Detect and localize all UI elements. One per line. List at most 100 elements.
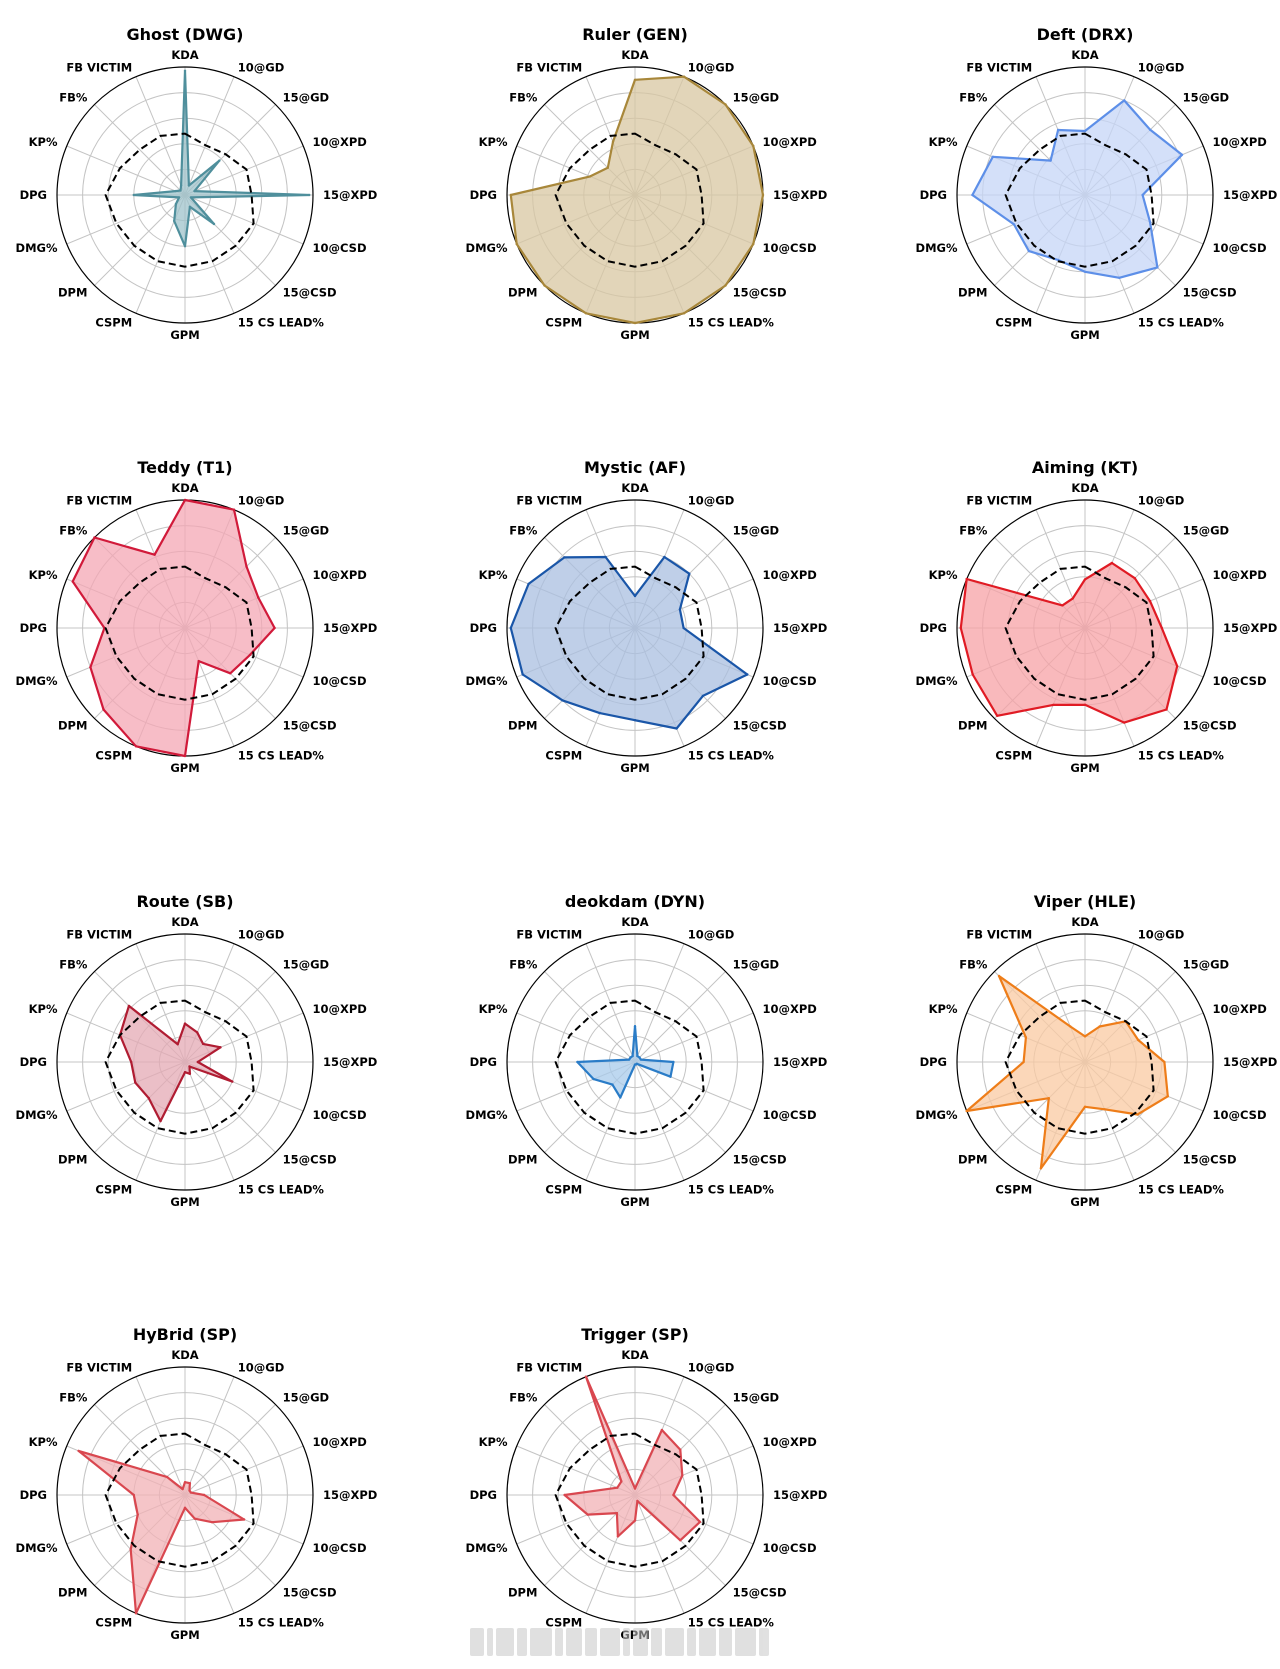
axis-label: DPM bbox=[58, 1153, 87, 1167]
series-point bbox=[1012, 223, 1016, 226]
grid-spoke bbox=[94, 194, 186, 286]
series-point bbox=[188, 1482, 192, 1485]
series-point bbox=[193, 1517, 196, 1520]
series-point bbox=[1071, 597, 1075, 600]
axis-label: 10@CSD bbox=[313, 1541, 367, 1555]
axis-label: 10@GD bbox=[688, 61, 735, 75]
axis-label: 15@CSD bbox=[283, 286, 337, 300]
series-point bbox=[1110, 561, 1114, 565]
axis-label: GPM bbox=[620, 761, 649, 775]
series-point bbox=[660, 1428, 664, 1432]
axis-label: 15@GD bbox=[283, 90, 330, 104]
axis-label: KDA bbox=[171, 48, 198, 62]
series-point bbox=[232, 508, 236, 511]
series-point bbox=[611, 1083, 614, 1086]
series-point bbox=[611, 140, 615, 143]
series-point bbox=[136, 1513, 139, 1516]
axis-label: FB VICTIM bbox=[66, 1361, 132, 1375]
radar-frame bbox=[56, 933, 314, 1191]
axis-label: GPM bbox=[170, 1628, 199, 1642]
axis-label: FB VICTIM bbox=[516, 928, 582, 942]
axis-label: DPG bbox=[920, 621, 947, 635]
series-point bbox=[959, 626, 962, 630]
axis-label: 10@CSD bbox=[763, 1108, 817, 1122]
chart-title: Aiming (KT) bbox=[1032, 458, 1138, 477]
series-point bbox=[1039, 1167, 1043, 1170]
radar-frame bbox=[506, 933, 764, 1191]
grid-spoke bbox=[634, 943, 685, 1063]
axis-label: FB% bbox=[509, 523, 538, 537]
series-point bbox=[633, 719, 637, 722]
radar-chart: KDA 10@GD 15@GD 10@XPD 15@XPD 10@CSD 15@CSD 15 … bbox=[916, 458, 1278, 775]
axis-label: 15@GD bbox=[283, 523, 330, 537]
series-point bbox=[996, 714, 999, 717]
axis-label: 10@XPD bbox=[313, 1435, 367, 1449]
axis-label: KP% bbox=[929, 568, 958, 582]
axis-label: 15@GD bbox=[283, 957, 330, 971]
radar-chart: KDA 10@GD 15@GD 10@XPD 15@XPD 10@CSD 15@CSD 15 … bbox=[466, 458, 828, 775]
series-point bbox=[752, 144, 755, 148]
series-point bbox=[616, 1486, 619, 1489]
series-point bbox=[242, 1518, 246, 1521]
series-point bbox=[663, 555, 666, 559]
series-point bbox=[620, 1480, 623, 1483]
grid-spoke bbox=[184, 1445, 304, 1496]
series-point bbox=[636, 1499, 639, 1503]
series-point bbox=[134, 745, 138, 748]
axis-label: 10@GD bbox=[238, 928, 284, 942]
series-point bbox=[176, 1043, 179, 1046]
grid-spoke bbox=[516, 1012, 636, 1063]
series-point bbox=[179, 189, 182, 192]
radar-frame bbox=[956, 499, 1214, 757]
series-point bbox=[183, 1506, 187, 1510]
average-line bbox=[554, 132, 705, 268]
series-point bbox=[188, 1072, 192, 1076]
axis-label: DPG bbox=[20, 1488, 47, 1502]
series-point bbox=[189, 196, 193, 199]
series-point bbox=[1160, 626, 1164, 630]
series-point bbox=[1141, 193, 1144, 197]
series-area bbox=[77, 1449, 246, 1615]
series-point bbox=[1137, 1038, 1140, 1042]
axis-label: GPM bbox=[170, 328, 199, 342]
series-point bbox=[515, 242, 518, 246]
axis-label: FB VICTIM bbox=[516, 494, 582, 508]
series-point bbox=[1123, 99, 1126, 102]
axis-label: FB% bbox=[959, 90, 988, 104]
axis-label: 10@CSD bbox=[313, 1108, 367, 1122]
axis-label: 10@CSD bbox=[763, 1541, 817, 1555]
axis-label: 10@XPD bbox=[763, 135, 817, 149]
series-point bbox=[971, 673, 974, 676]
axis-label: CSPM bbox=[995, 749, 1032, 763]
axis-label: 10@GD bbox=[688, 494, 735, 508]
axis-label: CSPM bbox=[95, 1616, 132, 1630]
axis-label: DPG bbox=[20, 1055, 47, 1069]
series-point bbox=[682, 312, 686, 315]
series-point bbox=[1133, 577, 1137, 580]
series-point bbox=[188, 1065, 191, 1068]
chart-title: Trigger (SP) bbox=[581, 1325, 689, 1344]
axis-label: FB% bbox=[59, 957, 88, 971]
series-point bbox=[615, 1511, 619, 1515]
axis-label: DPG bbox=[470, 1488, 497, 1502]
series-point bbox=[183, 1481, 187, 1484]
axis-label: DPG bbox=[920, 1055, 947, 1069]
series-point bbox=[629, 1056, 632, 1059]
series-point bbox=[132, 1493, 135, 1497]
axis-label: FB VICTIM bbox=[516, 61, 582, 75]
series-point bbox=[616, 1535, 620, 1538]
chart-title: Mystic (AF) bbox=[584, 458, 686, 477]
series-point bbox=[211, 1521, 214, 1524]
axis-label: 15 CS LEAD% bbox=[238, 316, 325, 330]
chart-title: Ruler (GEN) bbox=[582, 25, 688, 44]
axis-label: DPM bbox=[958, 1153, 987, 1167]
series-point bbox=[1180, 153, 1184, 156]
axis-label: KP% bbox=[929, 1002, 958, 1016]
axis-label: FB VICTIM bbox=[516, 1361, 582, 1375]
axis-label: KDA bbox=[621, 1348, 648, 1362]
axis-label: 10@GD bbox=[1138, 928, 1185, 942]
grid-spoke bbox=[634, 1494, 685, 1614]
series-point bbox=[1148, 599, 1152, 603]
series-point bbox=[991, 155, 994, 158]
axis-label: 15@XPD bbox=[323, 188, 377, 202]
